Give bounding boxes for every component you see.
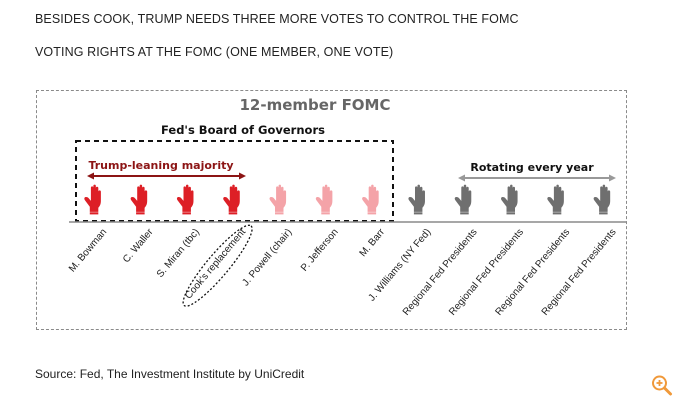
member-label: S. Miran (tbc) xyxy=(155,227,202,280)
hand-icon xyxy=(130,184,148,215)
hand-icon xyxy=(547,184,564,215)
rotating-label: Rotating every year xyxy=(470,161,594,174)
hand-icon xyxy=(176,184,194,215)
hand-icon xyxy=(84,184,101,215)
hand-icon xyxy=(362,184,379,215)
member-label: C. Waller xyxy=(121,226,156,265)
zoom-in-icon[interactable] xyxy=(650,374,674,396)
member-label: M. Bowman xyxy=(67,227,109,275)
hand-icon xyxy=(454,184,472,215)
hand-icon xyxy=(315,184,333,215)
hand-icon xyxy=(501,184,518,215)
hand-icon xyxy=(593,184,611,215)
hand-icon xyxy=(408,184,425,215)
member-labels: M. Bowman C. Waller S. Miran (tbc)Cook's r… xyxy=(67,224,619,318)
fomc-diagram: 12-member FOMC Fed's Board of Governors … xyxy=(67,96,627,318)
headline-main: BESIDES COOK, TRUMP NEEDS THREE MORE VOT… xyxy=(35,12,519,26)
source-note: Source: Fed, The Investment Institute by… xyxy=(35,367,305,381)
highlight-ellipse xyxy=(182,224,253,307)
diagram-title: 12-member FOMC xyxy=(240,96,391,114)
hand-icon xyxy=(269,184,287,215)
member-label: M. Barr xyxy=(358,226,388,259)
member-label: P. Jefferson xyxy=(299,227,341,274)
hand-icon xyxy=(223,184,240,215)
headline-sub: VOTING RIGHTS AT THE FOMC (ONE MEMBER, O… xyxy=(35,45,394,59)
majority-label: Trump-leaning majority xyxy=(88,159,233,172)
member-label: J. Powell (chair) xyxy=(240,227,294,289)
member-hands xyxy=(84,184,611,215)
diagram-frame xyxy=(36,90,627,330)
board-of-governors-label: Fed's Board of Governors xyxy=(161,123,325,137)
